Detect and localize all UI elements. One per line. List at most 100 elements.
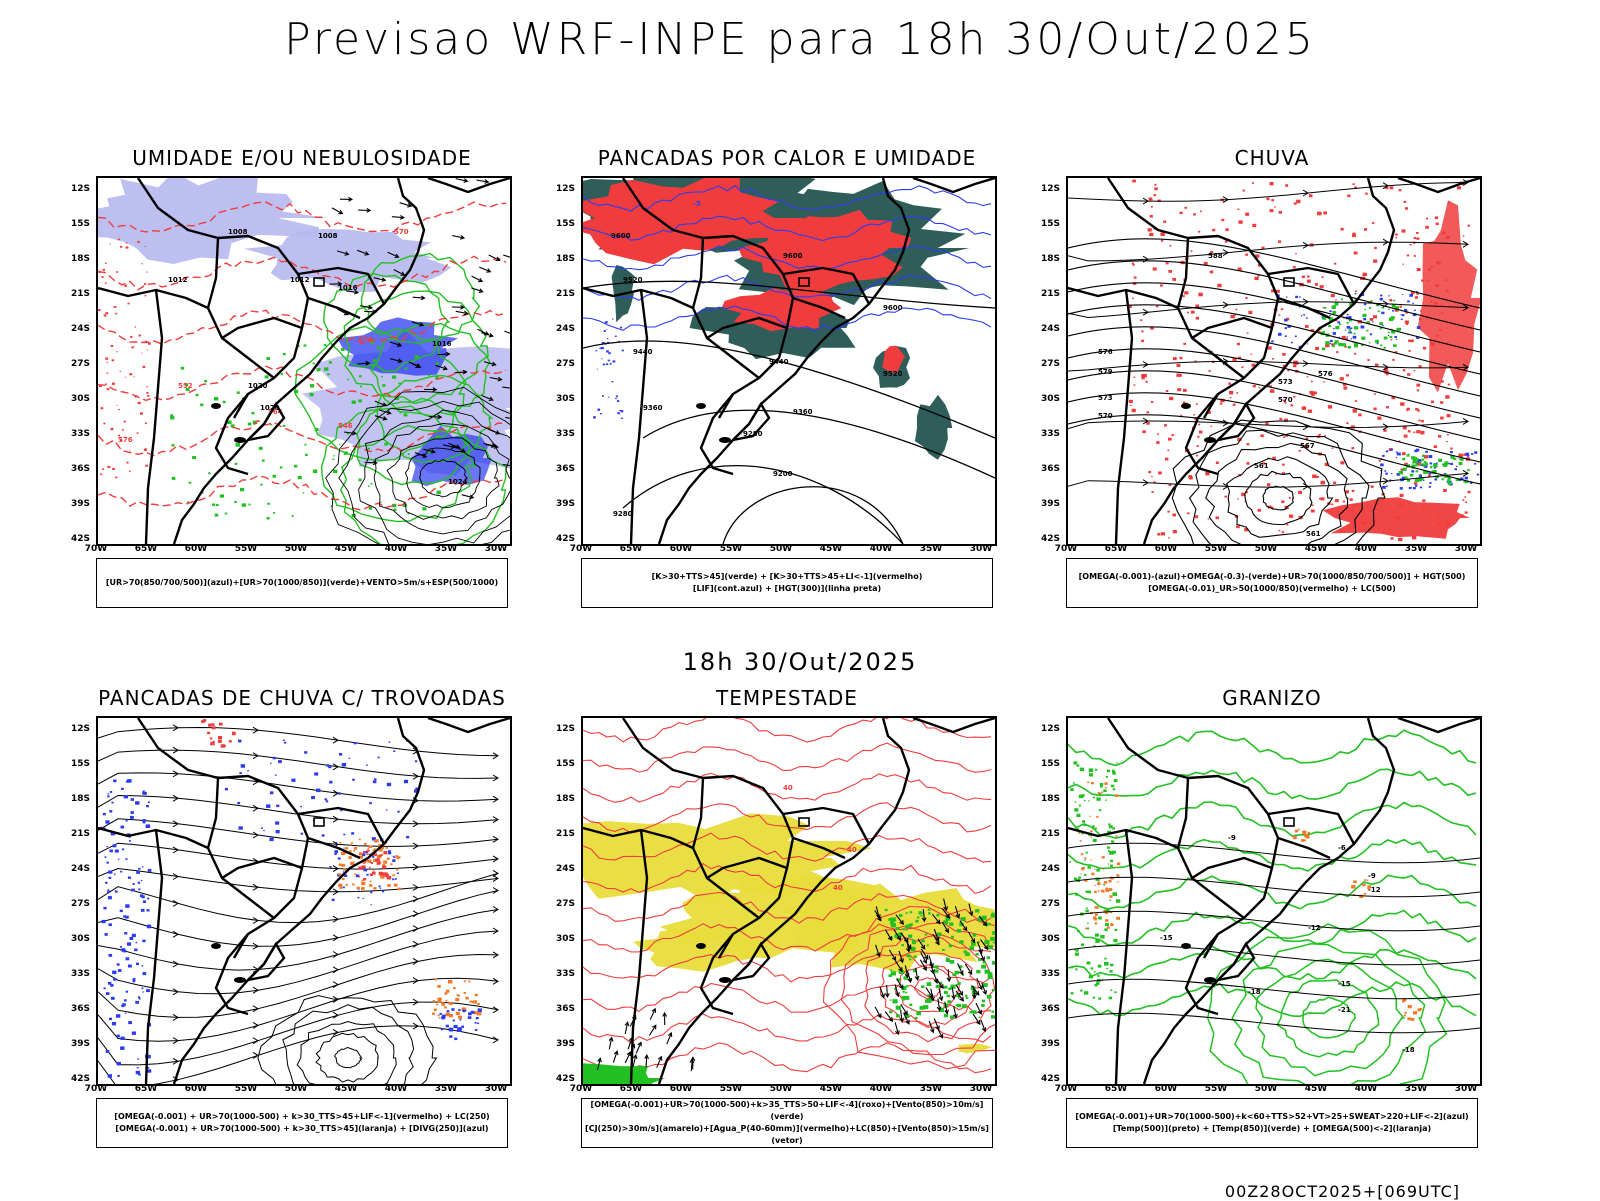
lat-tick-label: 15S — [1034, 219, 1060, 229]
lat-tick-label: 12S — [549, 184, 575, 194]
legend-line: [OMEGA(-0.001)+UR>70(1000-500)+k>35_TTS>… — [582, 1099, 992, 1123]
contour-label: 40 — [833, 884, 843, 892]
legend-box: [OMEGA(-0.001) + UR>70(1000-500) + k>30_… — [96, 1098, 508, 1148]
contour-label: 9360 — [643, 404, 663, 412]
lon-tick-label: 30W — [481, 1084, 511, 1094]
lat-tick-label: 12S — [549, 724, 575, 734]
contour-label: 561 — [1254, 462, 1269, 470]
panel-title: PANCADAS POR CALOR E UMIDADE — [581, 146, 993, 170]
lat-tick-label: 36S — [549, 1004, 575, 1014]
lon-tick-label: 50W — [766, 1084, 796, 1094]
lat-tick-label: 15S — [549, 219, 575, 229]
lat-tick-label: 42S — [549, 1074, 575, 1084]
lat-tick-label: 36S — [549, 464, 575, 474]
map-canvas — [98, 718, 510, 1084]
contour-label: 1016 — [338, 284, 358, 292]
lon-tick-label: 65W — [131, 1084, 161, 1094]
contour-label: 9600 — [883, 304, 903, 312]
lat-tick-label: 12S — [64, 724, 90, 734]
contour-label: 9440 — [633, 348, 653, 356]
lon-tick-label: 40W — [381, 1084, 411, 1094]
lon-tick-label: 30W — [966, 544, 996, 554]
lat-tick-label: 24S — [1034, 324, 1060, 334]
lon-tick-label: 45W — [816, 544, 846, 554]
lon-tick-label: 70W — [1051, 544, 1081, 554]
lat-tick-label: 33S — [549, 429, 575, 439]
contour-label: 573 — [1098, 394, 1113, 402]
lat-tick-label: 18S — [549, 254, 575, 264]
lat-tick-label: 15S — [1034, 759, 1060, 769]
lon-tick-label: 60W — [181, 1084, 211, 1094]
lon-tick-label: 65W — [1101, 1084, 1131, 1094]
contour-label: 9280 — [613, 510, 633, 518]
legend-line: [CJ(250)>30m/s](amarelo)+[Agua_P(40-60mm… — [582, 1123, 992, 1147]
lat-tick-label: 18S — [1034, 254, 1060, 264]
contour-label: 579 — [1098, 368, 1113, 376]
lon-tick-label: 50W — [281, 1084, 311, 1094]
contour-label: 9520 — [883, 370, 903, 378]
contour-label: 570 — [1098, 412, 1113, 420]
lon-tick-label: 65W — [616, 1084, 646, 1094]
lat-tick-label: 15S — [64, 759, 90, 769]
contour-label: 570 — [1278, 396, 1293, 404]
legend-line: [OMEGA(-0.001)+UR>70(1000-500)+k<60+TTS>… — [1067, 1111, 1477, 1123]
contour-label: 552 — [178, 382, 193, 390]
contour-label: 576 — [1318, 370, 1333, 378]
contour-label: 567 — [1300, 442, 1315, 450]
contour-label: -9 — [1368, 872, 1376, 880]
lat-tick-label: 42S — [64, 1074, 90, 1084]
lon-tick-label: 35W — [431, 1084, 461, 1094]
lat-tick-label: 24S — [1034, 864, 1060, 874]
lat-tick-label: 39S — [549, 499, 575, 509]
lat-tick-label: 21S — [64, 829, 90, 839]
lat-tick-label: 12S — [64, 184, 90, 194]
map-pancadas-trovoadas[interactable] — [96, 716, 512, 1086]
lon-tick-label: 60W — [1151, 544, 1181, 554]
lat-tick-label: 27S — [549, 359, 575, 369]
lon-tick-label: 55W — [1201, 544, 1231, 554]
lon-tick-label: 70W — [566, 544, 596, 554]
contour-label: 576 — [1098, 348, 1113, 356]
lat-tick-label: 30S — [549, 934, 575, 944]
legend-box: [OMEGA(-0.001)-(azul)+OMEGA(-0.3)-(verde… — [1066, 558, 1478, 608]
lat-tick-label: 27S — [64, 899, 90, 909]
lat-tick-label: 39S — [549, 1039, 575, 1049]
map-canvas: -6-9-12-15-15-18-21-18-12-9 — [1068, 718, 1480, 1084]
lat-tick-label: 36S — [1034, 1004, 1060, 1014]
lat-tick-label: 36S — [64, 1004, 90, 1014]
lat-tick-label: 30S — [64, 394, 90, 404]
lon-tick-label: 45W — [331, 1084, 361, 1094]
map-granizo[interactable]: -6-9-12-15-15-18-21-18-12-9 — [1066, 716, 1482, 1086]
lon-tick-label: 55W — [231, 1084, 261, 1094]
contour-label: 1008 — [318, 232, 338, 240]
lon-tick-label: 70W — [1051, 1084, 1081, 1094]
lon-tick-label: 30W — [1451, 1084, 1481, 1094]
panel-title: GRANIZO — [1066, 686, 1478, 710]
legend-box: [OMEGA(-0.001)+UR>70(1000-500)+k<60+TTS>… — [1066, 1098, 1478, 1148]
contour-label: 546 — [338, 422, 353, 430]
lon-tick-label: 40W — [381, 544, 411, 554]
lat-tick-label: 12S — [1034, 724, 1060, 734]
lon-tick-label: 60W — [1151, 1084, 1181, 1094]
legend-line: [UR>70(850/700/500)](azul)+[UR>70(1000/8… — [97, 577, 507, 589]
lat-tick-label: 21S — [1034, 289, 1060, 299]
legend-line: [OMEGA(-0.001) + UR>70(1000-500) + k>30_… — [97, 1123, 507, 1135]
lon-tick-label: 55W — [231, 544, 261, 554]
contour-label: -3 — [693, 200, 701, 208]
lat-tick-label: 18S — [1034, 794, 1060, 804]
contour-label: 1008 — [228, 228, 248, 236]
contour-label: 9200 — [773, 470, 793, 478]
lon-tick-label: 60W — [666, 1084, 696, 1094]
lon-tick-label: 55W — [716, 544, 746, 554]
lon-tick-label: 50W — [1251, 544, 1281, 554]
contour-label: 9520 — [623, 276, 643, 284]
lat-tick-label: 21S — [549, 289, 575, 299]
lon-tick-label: 70W — [81, 544, 111, 554]
lat-tick-label: 42S — [1034, 1074, 1060, 1084]
